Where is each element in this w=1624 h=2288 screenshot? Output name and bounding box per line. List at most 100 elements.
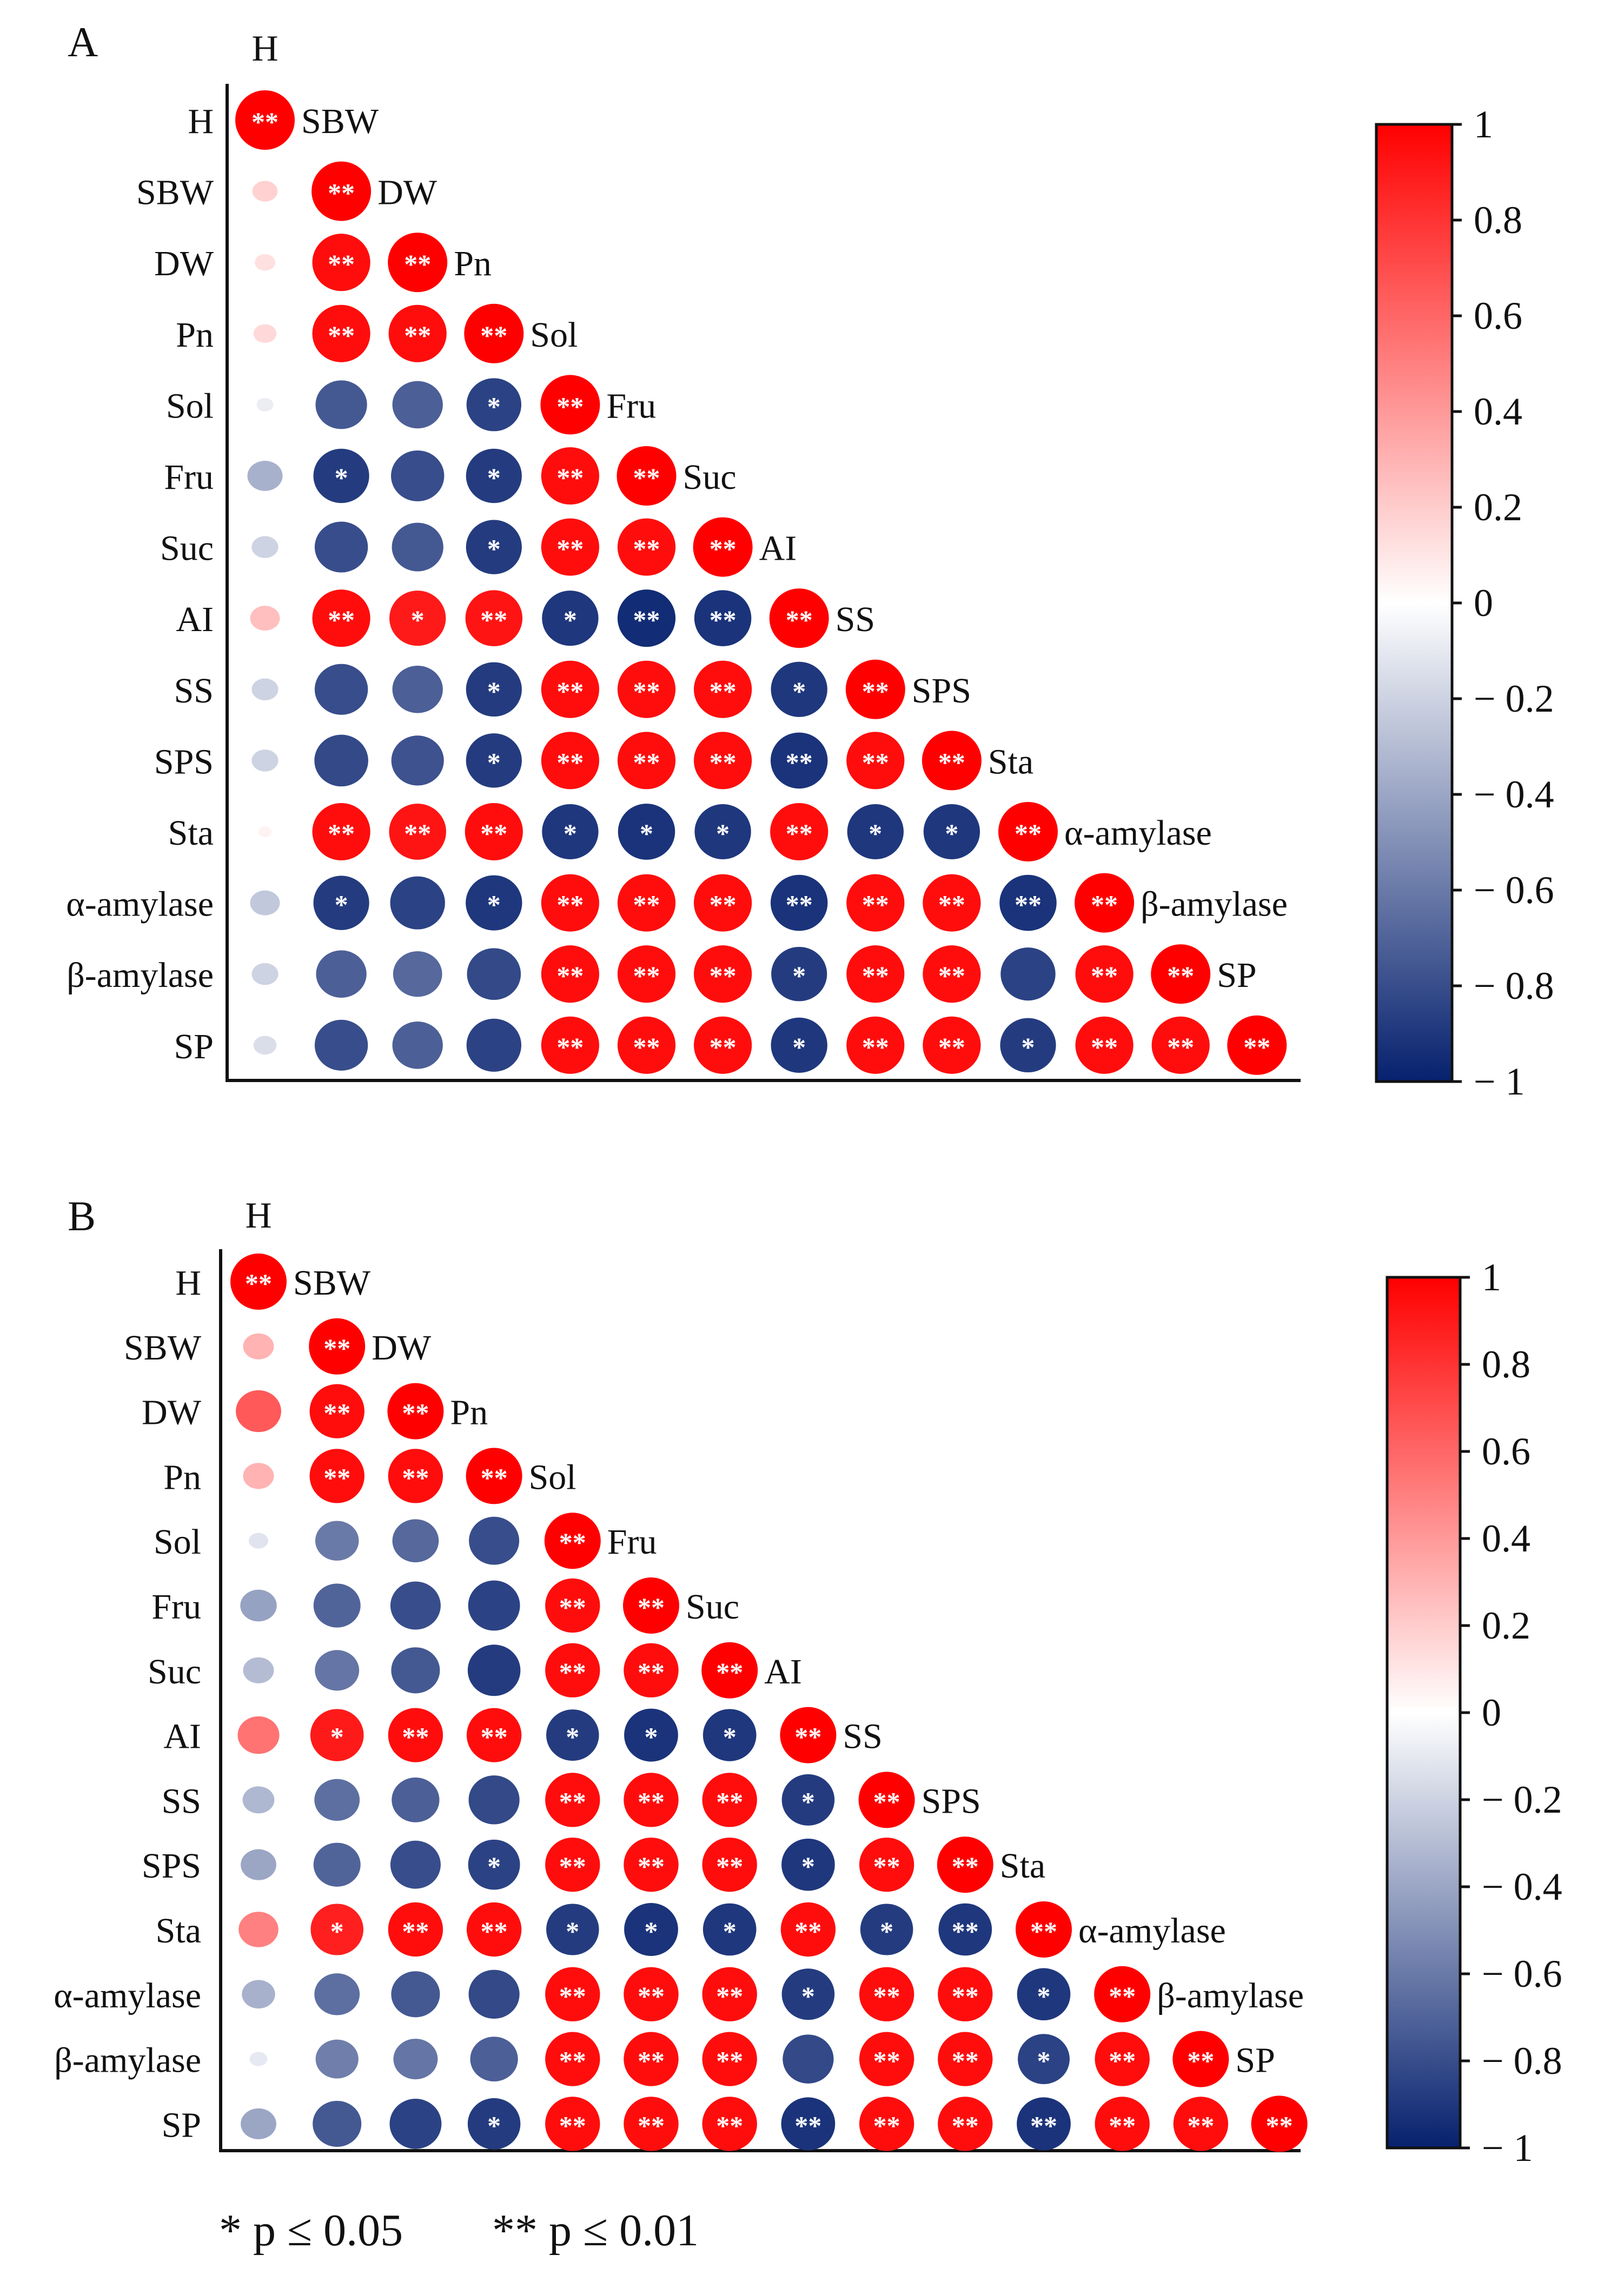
correlation-cell	[770, 732, 828, 789]
correlation-cell	[253, 1036, 277, 1055]
significance-mark: **	[710, 676, 737, 706]
correlation-cell	[309, 1449, 364, 1503]
correlation-cell	[545, 1967, 600, 2021]
correlation-cell	[248, 1533, 269, 1549]
significance-mark: **	[404, 320, 431, 350]
significance-mark: **	[862, 890, 889, 920]
significance-mark: *	[487, 747, 501, 777]
row-label: Sol	[166, 386, 214, 426]
correlation-cell	[624, 1773, 679, 1827]
heatmap-cells: ****************************************…	[235, 90, 1287, 1075]
correlation-cell	[860, 1904, 913, 1955]
significance-mark: **	[710, 890, 737, 920]
significance-mark: **	[480, 818, 507, 848]
significance-mark: **	[559, 2046, 586, 2076]
correlation-cell	[241, 1849, 276, 1880]
significance-mark: *	[411, 605, 425, 635]
row-label: Fru	[151, 1587, 201, 1627]
correlation-cell	[315, 1521, 359, 1561]
correlation-cell	[392, 666, 443, 713]
significance-mark: **	[873, 1851, 900, 1881]
significance-mark: **	[1109, 2110, 1136, 2140]
significance-mark: **	[556, 890, 584, 920]
correlation-cell	[237, 1716, 280, 1754]
significance-mark: **	[794, 1722, 821, 1752]
correlation-cell	[251, 536, 279, 558]
correlation-cell	[770, 803, 828, 861]
correlation-cell	[242, 1980, 275, 2009]
significance-mark: **	[952, 2046, 979, 2076]
significance-mark: *	[645, 1916, 658, 1946]
diagonal-label: SPS	[912, 671, 971, 711]
correlation-cell	[617, 518, 676, 576]
correlation-cell	[389, 804, 446, 860]
correlation-cell	[311, 161, 372, 221]
correlation-cell	[314, 1779, 360, 1821]
correlation-cell	[1017, 1968, 1071, 2021]
correlation-cell	[702, 1903, 757, 1956]
correlation-cell	[618, 804, 675, 860]
significance-mark: **	[633, 462, 660, 493]
correlation-cell	[468, 1969, 520, 2019]
significance-mark: *	[640, 818, 653, 848]
correlation-cell	[846, 1016, 905, 1074]
correlation-cell	[315, 380, 367, 429]
significance-mark: *	[566, 1722, 579, 1752]
significance-mark: **	[633, 747, 660, 777]
correlation-cell	[846, 945, 905, 1003]
significance-mark: **	[862, 676, 889, 706]
correlation-cell	[694, 804, 751, 860]
colorbar-tick-label: 0.4	[1474, 390, 1522, 433]
row-label: SPS	[154, 742, 214, 781]
correlation-cell	[250, 890, 280, 916]
correlation-cell	[315, 2039, 359, 2079]
row-label: H	[188, 102, 214, 141]
significance-mark: **	[716, 1657, 743, 1687]
significance-mark: **	[480, 605, 507, 635]
correlation-cell	[1000, 947, 1056, 1001]
significance-mark: *	[645, 1722, 658, 1752]
correlation-cell	[466, 1902, 522, 1957]
colorbar-tick-label: − 0.8	[1482, 2039, 1562, 2083]
correlation-cell	[859, 2097, 914, 2151]
significance-mark: **	[873, 1981, 900, 2011]
colorbar-tick-label: − 1	[1474, 1060, 1525, 1103]
significance-mark: **	[559, 1851, 586, 1881]
significance-mark: **	[633, 960, 660, 991]
row-label: Sta	[168, 813, 214, 853]
diagonal-label: SP	[1235, 2041, 1275, 2080]
correlation-cell	[846, 732, 905, 790]
correlation-cell	[545, 1643, 600, 1697]
correlation-cell	[392, 1519, 439, 1563]
significance-mark: **	[402, 1462, 429, 1493]
significance-mark: **	[251, 107, 279, 137]
significance-mark: *	[487, 1851, 501, 1881]
correlation-cell	[1173, 2097, 1229, 2151]
significance-mark: *	[564, 818, 577, 848]
colorbar-tick-label: 0.2	[1474, 486, 1522, 529]
significance-mark: *	[566, 1916, 579, 1946]
correlation-cell	[617, 1016, 676, 1074]
significance-mark: *	[487, 534, 501, 564]
correlation-cell	[540, 375, 600, 435]
row-label: β-amylase	[54, 2041, 201, 2080]
row-label: Suc	[148, 1652, 201, 1692]
diagonal-label: Suc	[686, 1587, 739, 1627]
correlation-cell	[617, 945, 676, 1003]
diagonal-label: SBW	[301, 102, 379, 141]
row-label: Sol	[154, 1522, 201, 1562]
diagonal-label: SPS	[922, 1781, 981, 1821]
correlation-cell	[544, 1513, 601, 1569]
correlation-cell	[314, 521, 368, 573]
correlation-cell	[467, 1644, 521, 1696]
correlation-cell	[466, 1448, 522, 1504]
correlation-cell	[466, 448, 522, 503]
significance-mark: **	[402, 1722, 429, 1752]
correlation-cell	[309, 1384, 364, 1438]
correlation-cell	[310, 1709, 364, 1761]
significance-mark: **	[638, 1851, 665, 1881]
correlation-cell	[923, 874, 981, 932]
correlation-cell	[314, 1973, 360, 2015]
correlation-cell	[466, 875, 522, 931]
row-label: Suc	[160, 529, 214, 568]
